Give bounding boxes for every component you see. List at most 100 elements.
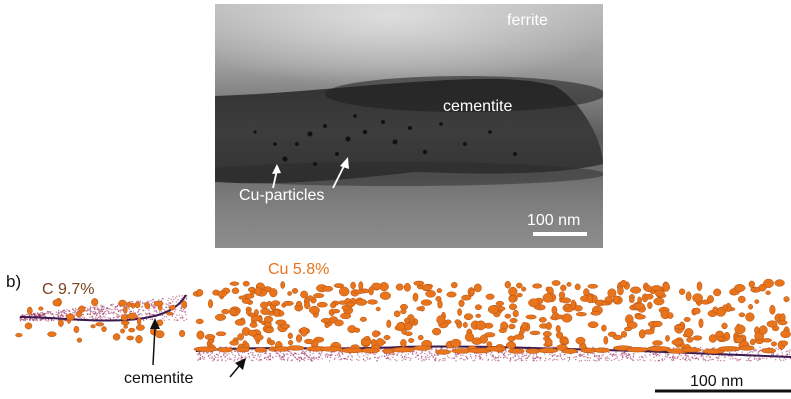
carbon-atom [400, 354, 402, 356]
carbon-atom [234, 356, 236, 359]
cu-particle [586, 293, 594, 304]
carbon-atom [217, 354, 219, 356]
carbon-atom [526, 353, 528, 355]
carbon-atom [141, 306, 144, 308]
cu-particle [214, 313, 227, 321]
cu-particle [313, 293, 325, 299]
carbon-atom [61, 315, 64, 318]
cu-particle-interface [434, 349, 451, 355]
cu-particle [247, 287, 256, 293]
apt-reconstruction: C 9.7% Cu 5.8% cementite 100 nm [0, 255, 791, 399]
carbon-atom [492, 355, 494, 357]
cu-particle [73, 325, 80, 334]
carbon-atom [759, 357, 761, 359]
carbon-atom [55, 311, 58, 313]
carbon-atom [311, 357, 314, 360]
cu-particle [620, 280, 627, 287]
carbon-atom [701, 348, 704, 351]
carbon-atom [160, 299, 162, 301]
carbon-atom [672, 359, 674, 362]
carbon-atom [146, 312, 149, 315]
cu-particle [671, 339, 684, 346]
carbon-atom [544, 357, 547, 360]
cu-particle [508, 295, 516, 303]
carbon-atom [58, 312, 61, 314]
carbon-atom [321, 352, 323, 354]
carbon-atom [503, 355, 506, 357]
cu-particle [403, 282, 411, 292]
carbon-atom [196, 353, 199, 356]
carbon-atom [60, 313, 62, 316]
carbon-atom [258, 359, 260, 362]
carbon-atom [65, 310, 67, 313]
carbon-atom [119, 311, 122, 313]
carbon-atom [229, 358, 231, 361]
carbon-atom [520, 359, 523, 362]
carbon-atom [700, 354, 702, 357]
carbon-atom [259, 356, 261, 358]
carbon-atom [439, 359, 441, 361]
carbon-atom [366, 356, 368, 358]
carbon-atom [446, 355, 449, 357]
carbon-atom [444, 357, 446, 359]
carbon-atom [364, 360, 366, 362]
carbon-atom [82, 313, 85, 316]
carbon-atom [155, 310, 157, 312]
carbon-atom [689, 358, 691, 360]
cu-particle [479, 334, 488, 344]
carbon-atom [525, 354, 527, 357]
carbon-atom [509, 353, 511, 355]
cu-particle [300, 326, 308, 337]
carbon-atom [516, 354, 519, 356]
carbon-atom [580, 359, 583, 362]
carbon-atom [532, 356, 534, 358]
carbon-atom [760, 349, 762, 351]
carbon-atom [583, 356, 585, 358]
cu-particle [368, 286, 374, 296]
carbon-atom [117, 314, 120, 316]
cu-particle [692, 293, 703, 303]
carbon-atom [501, 352, 503, 354]
carbon-atom [606, 356, 608, 358]
carbon-atom [293, 353, 295, 356]
cu-particle [221, 308, 230, 315]
carbon-atom [160, 311, 163, 313]
carbon-atom [503, 353, 505, 355]
carbon-atom [394, 359, 396, 361]
carbon-atom [87, 309, 89, 311]
carbon-atom [460, 357, 463, 359]
carbon-atom [559, 353, 561, 355]
carbon-atom [601, 355, 603, 357]
carbon-atom [101, 310, 104, 312]
carbon-atom [713, 346, 715, 349]
carbon-atom [309, 354, 311, 356]
carbon-atom [650, 359, 652, 361]
cu-particle [508, 286, 518, 297]
cu-particle [253, 309, 259, 317]
cu-particle [237, 333, 244, 341]
carbon-atom [89, 313, 91, 316]
cu-particle [566, 282, 572, 287]
carbon-atom [112, 317, 115, 319]
cu-particle [144, 302, 151, 310]
carbon-atom [102, 315, 105, 317]
carbon-atom [493, 356, 495, 358]
carbon-atom [586, 359, 588, 362]
carbon-atom [98, 311, 100, 314]
cu-particle [450, 338, 462, 348]
carbon-atom [589, 357, 592, 359]
cu-particle [766, 320, 778, 328]
carbon-atom [608, 358, 610, 360]
carbon-atom [146, 313, 148, 316]
cu-particle [90, 324, 96, 329]
cu-particle [698, 318, 704, 329]
cu-particle [400, 308, 407, 315]
carbon-atom [556, 355, 558, 358]
carbon-atom [212, 360, 214, 362]
carbon-atom [20, 318, 22, 320]
carbon-atom [596, 360, 598, 362]
cu-particle [353, 114, 357, 118]
cu-particle [555, 325, 561, 333]
carbon-atom [453, 357, 456, 360]
cu-particle [463, 313, 474, 321]
